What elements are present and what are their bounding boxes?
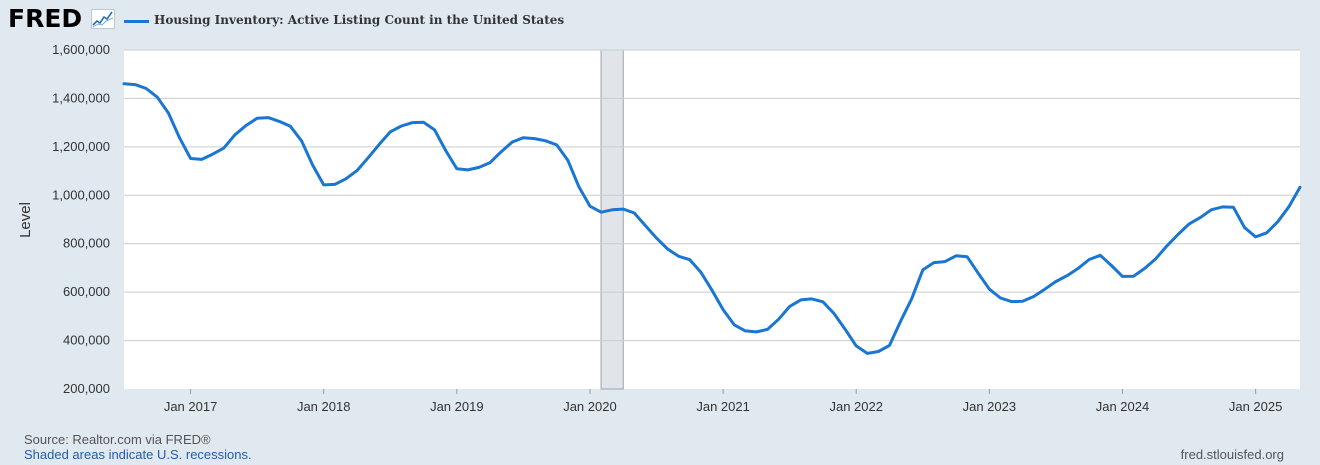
x-tick-label: Jan 2025 <box>1229 399 1283 414</box>
y-axis: 200,000 400,000 600,000 800,000 1,000,000 1,2… <box>52 42 110 396</box>
x-tick-label: Jan 2017 <box>164 399 218 414</box>
x-axis: Jan 2017 Jan 2018 Jan 2019 Jan 2020 Jan 2021… <box>164 389 1283 414</box>
x-tick-label: Jan 2022 <box>829 399 883 414</box>
x-tick-label: Jan 2020 <box>563 399 617 414</box>
legend-swatch <box>124 20 149 23</box>
gridlines <box>124 49 1300 342</box>
y-tick-label: 400,000 <box>63 333 110 348</box>
x-tick-label: Jan 2018 <box>297 399 351 414</box>
footer-notes: Source: Realtor.com via FRED® Shaded are… <box>24 432 252 462</box>
recession-note[interactable]: Shaded areas indicate U.S. recessions. <box>24 447 252 462</box>
y-axis-label: Level <box>17 202 34 238</box>
source-note: Source: Realtor.com via FRED® <box>24 432 211 447</box>
y-tick-label: 200,000 <box>63 381 110 396</box>
y-tick-label: 1,200,000 <box>52 139 110 154</box>
y-tick-label: 1,000,000 <box>52 187 110 202</box>
y-tick-label: 1,400,000 <box>52 90 110 105</box>
line-chart[interactable]: 200,000 400,000 600,000 800,000 1,000,000 1,2… <box>0 0 1320 430</box>
chart-header: FRED Housing Inventory: Active Listing C… <box>0 0 1320 40</box>
y-tick-label: 800,000 <box>63 236 110 251</box>
y-tick-label: 1,600,000 <box>52 42 110 57</box>
recession-layer <box>600 49 624 390</box>
plot-area <box>124 50 1300 389</box>
x-tick-label: Jan 2023 <box>963 399 1017 414</box>
trend-chart-icon <box>91 9 115 29</box>
legend-label: Housing Inventory: Active Listing Count … <box>154 13 565 27</box>
x-tick-label: Jan 2019 <box>430 399 484 414</box>
x-tick-label: Jan 2021 <box>696 399 750 414</box>
fred-logo[interactable]: FRED <box>8 4 83 33</box>
recession-band <box>600 49 624 390</box>
series-line[interactable] <box>122 82 1302 355</box>
x-tick-label: Jan 2024 <box>1096 399 1150 414</box>
site-url[interactable]: fred.stlouisfed.org <box>1180 447 1284 462</box>
y-tick-label: 600,000 <box>63 284 110 299</box>
